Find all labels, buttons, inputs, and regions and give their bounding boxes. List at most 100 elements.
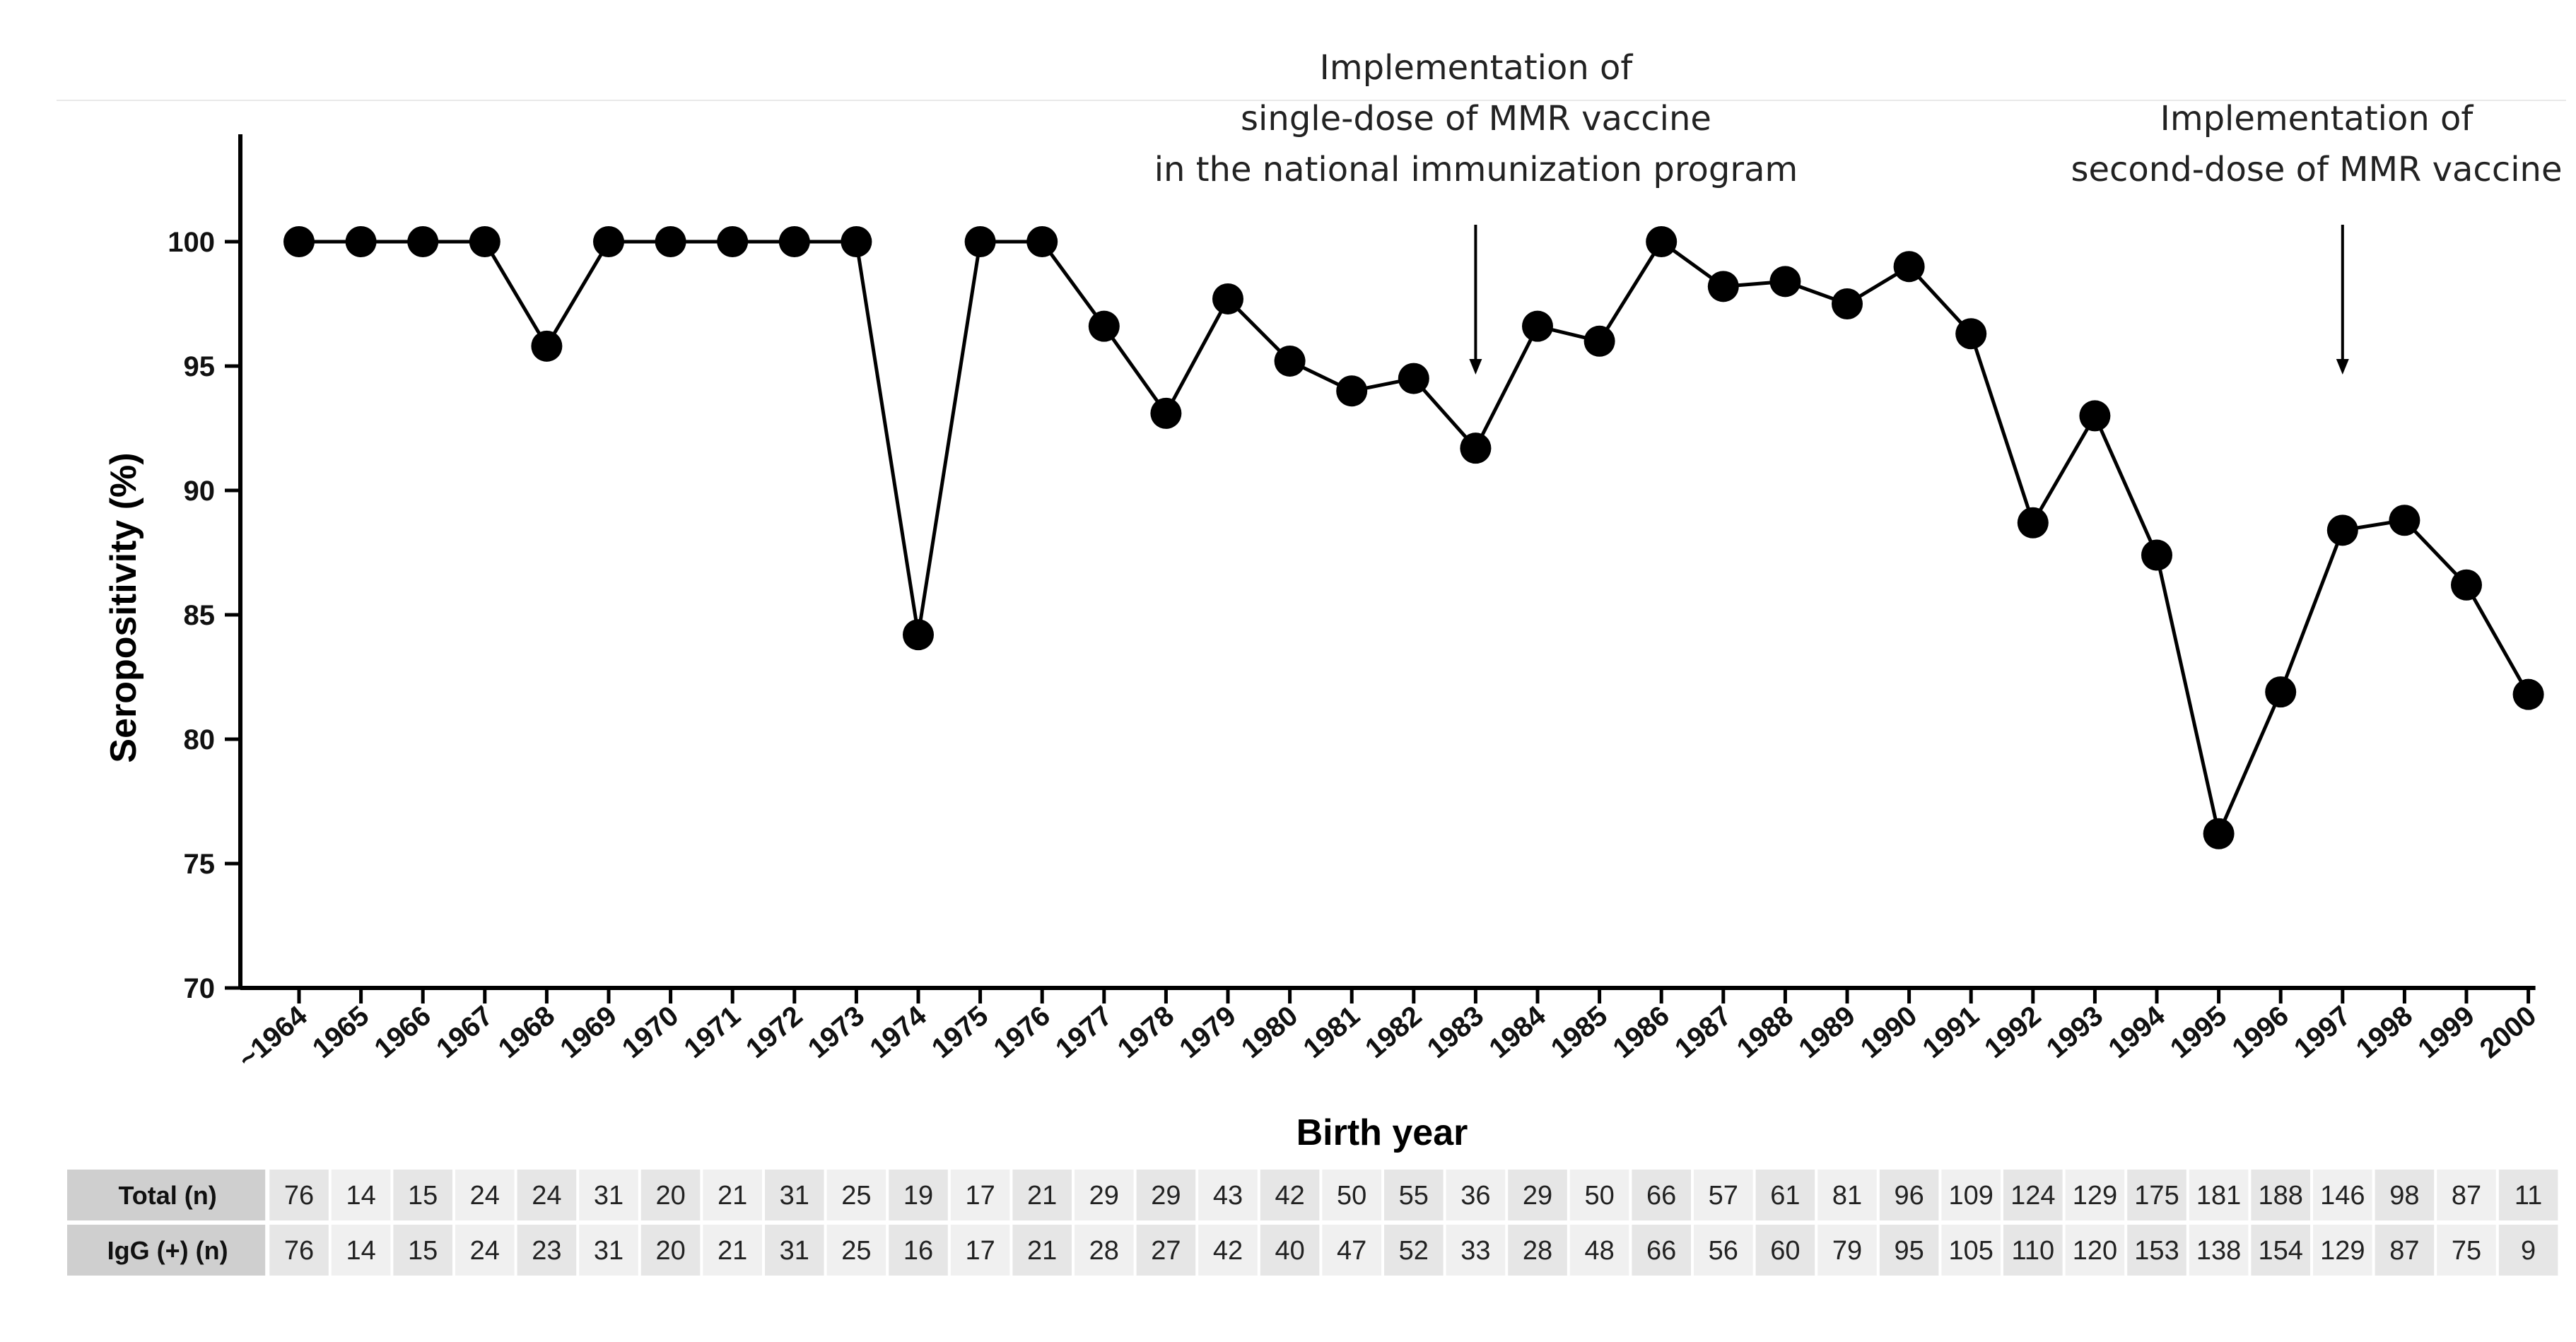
table-cell-value: 40 xyxy=(1275,1236,1304,1266)
table-cell-value: 25 xyxy=(841,1181,871,1211)
data-point xyxy=(2265,676,2297,708)
y-tick-label: 85 xyxy=(184,600,216,631)
table-cell-value: 47 xyxy=(1337,1236,1366,1266)
table-cell-value: 15 xyxy=(408,1181,438,1211)
table-cell-value: 87 xyxy=(2452,1181,2481,1211)
table-cell-value: 98 xyxy=(2389,1181,2419,1211)
table-cell-value: 120 xyxy=(2073,1236,2117,1266)
table-cell xyxy=(1384,1225,1444,1276)
data-point xyxy=(2451,569,2482,601)
table-cell xyxy=(765,1170,824,1220)
x-tick-label: 2000 xyxy=(2474,1000,2542,1064)
data-point xyxy=(1583,325,1615,357)
annotations: Implementation of single-dose of MMR vacc… xyxy=(1154,48,2563,375)
y-axis-title: Seropositivity (%) xyxy=(103,452,144,763)
annotation-text: single-dose of MMR vaccine xyxy=(1241,99,1711,139)
table-cell-value: 36 xyxy=(1460,1181,1490,1211)
table-cell-value: 109 xyxy=(1948,1181,1993,1211)
x-tick-label: 1994 xyxy=(2102,1000,2171,1064)
x-tick-label: 1991 xyxy=(1917,1000,1985,1064)
table-cell-value: 28 xyxy=(1523,1236,1552,1266)
x-tick-label: 1975 xyxy=(926,1000,994,1064)
table-cell xyxy=(1384,1170,1444,1220)
table-row-label-cell xyxy=(67,1225,266,1276)
table-cell xyxy=(2189,1225,2249,1276)
data-point xyxy=(717,226,749,257)
table-cell xyxy=(331,1225,391,1276)
table-cell-value: 29 xyxy=(1523,1181,1552,1211)
table-cell-value: 9 xyxy=(2521,1236,2536,1266)
data-point xyxy=(469,226,500,257)
table-cell xyxy=(1569,1170,1629,1220)
data-point xyxy=(1769,266,1801,298)
series-group xyxy=(283,226,2544,849)
table-cell xyxy=(2127,1170,2186,1220)
table-cell-value: 48 xyxy=(1584,1236,1614,1266)
y-tick-label: 95 xyxy=(184,351,216,382)
table-cell xyxy=(579,1225,638,1276)
data-point xyxy=(1955,318,1987,350)
table-cell xyxy=(517,1225,577,1276)
table-cell xyxy=(1322,1170,1381,1220)
x-tick-label: 1972 xyxy=(740,1000,808,1064)
annotation-text: in the national immunization program xyxy=(1154,150,1798,189)
data-point xyxy=(1832,288,1863,319)
table-cell-value: 50 xyxy=(1584,1181,1614,1211)
table-cell-value: 146 xyxy=(2320,1181,2365,1211)
table-cell xyxy=(269,1170,329,1220)
table-cell-value: 129 xyxy=(2320,1236,2365,1266)
table-cell xyxy=(2127,1225,2186,1276)
x-tick-label: 1992 xyxy=(1979,1000,2047,1064)
data-point xyxy=(2326,514,2358,546)
data-point xyxy=(964,226,996,257)
x-tick-label: 1988 xyxy=(1731,1000,1799,1064)
table-cell-value: 17 xyxy=(965,1181,995,1211)
table-cell xyxy=(703,1225,762,1276)
x-tick-label: 1969 xyxy=(554,1000,622,1064)
table-cell-value: 43 xyxy=(1213,1181,1243,1211)
table-cell-value: 79 xyxy=(1832,1236,1862,1266)
data-point xyxy=(1088,310,1120,342)
table-cell xyxy=(2375,1225,2435,1276)
table-cell-value: 27 xyxy=(1151,1236,1181,1266)
table-cell xyxy=(1012,1225,1072,1276)
data-point xyxy=(1274,345,1306,377)
table-cell-value: 25 xyxy=(841,1236,871,1266)
table-cell xyxy=(2251,1170,2310,1220)
table-cell xyxy=(1260,1225,1320,1276)
annotation-text: second-dose of MMR vaccine xyxy=(2071,150,2563,189)
table-cell xyxy=(1941,1225,2001,1276)
table-cell xyxy=(1508,1225,1567,1276)
x-tick-label: 1990 xyxy=(1855,1000,1923,1064)
data-point xyxy=(345,226,377,257)
table-cell-value: 29 xyxy=(1151,1181,1181,1211)
table-cell-value: 66 xyxy=(1646,1181,1676,1211)
x-tick-label: 1978 xyxy=(1112,1000,1180,1064)
table-cell-value: 21 xyxy=(718,1181,747,1211)
table-cell xyxy=(1136,1225,1196,1276)
table-cell-value: 33 xyxy=(1460,1236,1490,1266)
data-point xyxy=(778,226,810,257)
table-cell-value: 81 xyxy=(1832,1181,1862,1211)
y-tick-label: 100 xyxy=(168,227,215,258)
x-tick-label: 1965 xyxy=(307,1000,375,1064)
table-cell xyxy=(1075,1170,1134,1220)
table-cell xyxy=(331,1170,391,1220)
data-point xyxy=(1460,432,1492,464)
table-cell xyxy=(2251,1225,2310,1276)
data-point xyxy=(2079,400,2111,432)
table-cell xyxy=(2313,1225,2372,1276)
table-cell-value: 75 xyxy=(2452,1236,2481,1266)
y-tick-label: 70 xyxy=(184,973,216,1004)
data-point xyxy=(2203,818,2235,849)
data-point xyxy=(1212,283,1243,314)
x-tick-label: 1979 xyxy=(1173,1000,1241,1064)
table-cell-value: 76 xyxy=(284,1181,314,1211)
table-cell xyxy=(826,1225,886,1276)
x-tick-label: 1980 xyxy=(1236,1000,1304,1064)
table-cell xyxy=(393,1170,452,1220)
table-cell xyxy=(1879,1170,1939,1220)
table-cell xyxy=(1322,1225,1381,1276)
data-point xyxy=(2512,678,2544,710)
